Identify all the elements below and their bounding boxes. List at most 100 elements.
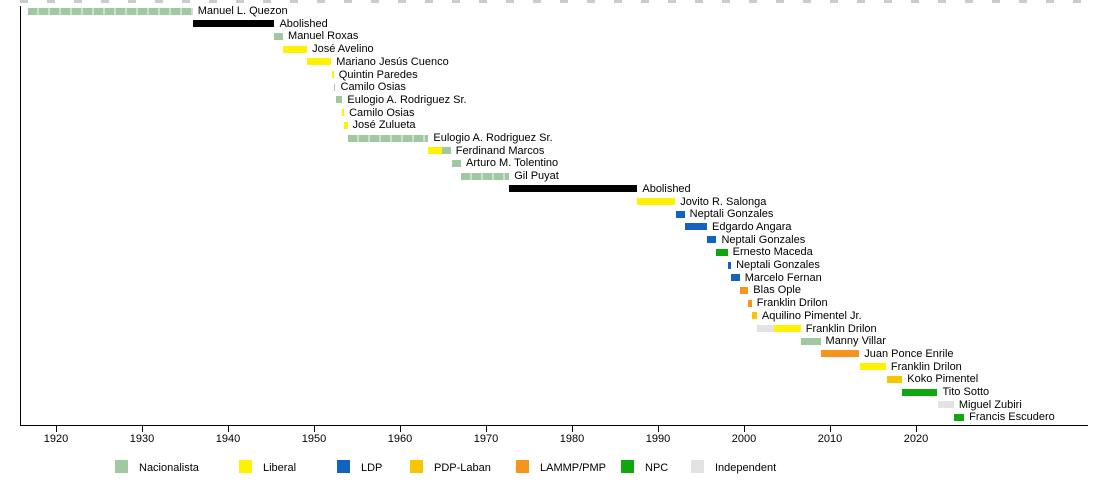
timeline-bar-segment: [342, 109, 345, 117]
x-axis-tick-label: 1960: [387, 433, 413, 445]
x-axis-tick-label: 2020: [903, 433, 929, 445]
timeline-bar-segment: [283, 45, 308, 53]
timeline-bar-segment: [751, 312, 757, 320]
x-axis-tick: [572, 425, 573, 432]
bar-label: Abolished: [279, 17, 328, 30]
bar-label: Tito Sotto: [942, 386, 990, 398]
bar-label: Quintin Paredes: [338, 68, 418, 81]
x-axis-tick: [56, 425, 57, 432]
timeline-bar-segment: [428, 147, 443, 155]
bar-label: Camilo Osias: [340, 81, 406, 94]
x-axis-tick: [314, 425, 315, 432]
legend-swatch: [239, 460, 252, 473]
bar-label: Neptali Gonzales: [721, 233, 806, 246]
timeline-bar-segment: [716, 248, 728, 256]
bar-label: Mariano Jesús Cuenco: [336, 55, 449, 68]
y-axis-line: [20, 6, 21, 425]
timeline-bar-segment: [461, 172, 510, 180]
bar-label: José Zulueta: [352, 119, 416, 132]
x-axis-tick: [400, 425, 401, 432]
legend-label: PDP-Laban: [434, 462, 491, 474]
timeline-bar-segment: [332, 71, 334, 78]
bar-label: Neptali Gonzales: [736, 259, 820, 271]
bar-label: Edgardo Angara: [712, 220, 792, 233]
bar-label: Franklin Drilon: [890, 360, 962, 373]
bar-label: Marcelo Fernan: [744, 271, 822, 284]
timeline-bar-segment: [344, 121, 348, 129]
bar-label: Miguel Zubiri: [958, 398, 1022, 411]
bar-label: Francis Escudero: [969, 411, 1055, 424]
timeline-bar-segment: [684, 223, 708, 231]
timeline-bar-segment: [442, 147, 451, 155]
legend-swatch: [115, 460, 128, 473]
bar-label: Eulogio A. Rodriguez Sr.: [347, 93, 467, 106]
timeline-bar-segment: [274, 32, 284, 40]
timeline-bar-segment: [192, 20, 275, 28]
timeline-bar-segment: [774, 325, 801, 332]
timeline-bar-segment: [307, 58, 332, 66]
x-axis-tick: [830, 425, 831, 432]
timeline-bar-segment: [860, 363, 886, 371]
timeline-bar-segment: [902, 388, 938, 396]
bar-label: Franklin Drilon: [756, 297, 828, 310]
timeline-bar-segment: [820, 350, 860, 358]
bar-label: Abolished: [642, 182, 691, 195]
legend-swatch: [621, 460, 634, 473]
x-axis-tick-label: 1990: [645, 433, 671, 445]
legend-label: Nacionalista: [139, 462, 199, 474]
bar-label: Manuel L. Quezon: [197, 5, 288, 17]
x-axis-tick-label: 1970: [473, 433, 499, 445]
x-axis-tick-label: 1930: [129, 433, 155, 445]
legend-swatch: [516, 460, 529, 473]
legend-label: LAMMP/PMP: [540, 462, 607, 474]
timeline-bar-segment: [756, 325, 775, 332]
bar-label: Koko Pimentel: [907, 373, 979, 386]
x-axis-tick: [228, 425, 229, 432]
timeline-bar-segment: [953, 413, 965, 421]
bar-label: Manuel Roxas: [288, 30, 359, 43]
bar-label: Ernesto Maceda: [732, 246, 813, 259]
x-axis-tick-label: 2010: [817, 433, 843, 445]
timeline-bar-segment: [727, 261, 732, 269]
timeline-bar-segment: [637, 198, 676, 205]
x-axis-tick-label: 2000: [731, 433, 757, 445]
legend-label: Liberal: [263, 462, 297, 474]
bar-label: Gil Puyat: [514, 170, 559, 183]
timeline-bar-segment: [748, 299, 752, 307]
bar-label: José Avelino: [312, 43, 374, 56]
x-axis-tick: [916, 425, 917, 432]
legend-swatch: [691, 460, 704, 473]
timeline-bar-segment: [800, 337, 821, 345]
bar-label: Camilo Osias: [349, 106, 415, 119]
timeline-bar-segment: [707, 236, 717, 244]
x-axis-tick-label: 1920: [43, 433, 69, 445]
timeline-bar-segment: [676, 210, 685, 218]
timeline-bar-segment: [451, 159, 462, 167]
timeline-bar-segment: [731, 274, 740, 282]
legend-swatch: [410, 460, 423, 473]
legend-swatch: [337, 460, 350, 473]
x-axis-line: [20, 425, 1088, 426]
bar-label: Blas Ople: [753, 284, 801, 297]
bar-label: Eulogio A. Rodriguez Sr.: [433, 132, 553, 144]
timeline-bar-segment: [28, 7, 193, 15]
bar-label: Ferdinand Marcos: [455, 144, 545, 157]
x-axis-tick-label: 1980: [559, 433, 585, 445]
x-axis-tick: [142, 425, 143, 432]
top-tick-marks: [20, 0, 1090, 3]
timeline-bar-segment: [335, 96, 343, 104]
bar-label: Aquilino Pimentel Jr.: [761, 309, 862, 322]
legend-label: LDP: [361, 462, 383, 474]
x-axis-tick-label: 1950: [301, 433, 327, 445]
bar-label: Juan Ponce Enrile: [864, 347, 954, 360]
x-axis-tick-label: 1940: [215, 433, 241, 445]
timeline-bar-segment: [938, 401, 954, 409]
timeline-bar-segment: [509, 185, 638, 193]
bar-label: Manny Villar: [825, 335, 886, 348]
x-axis-tick: [744, 425, 745, 432]
timeline-bar-segment: [347, 134, 429, 142]
bar-label: Arturo M. Tolentino: [466, 157, 559, 170]
bar-label: Jovito R. Salonga: [680, 195, 767, 208]
